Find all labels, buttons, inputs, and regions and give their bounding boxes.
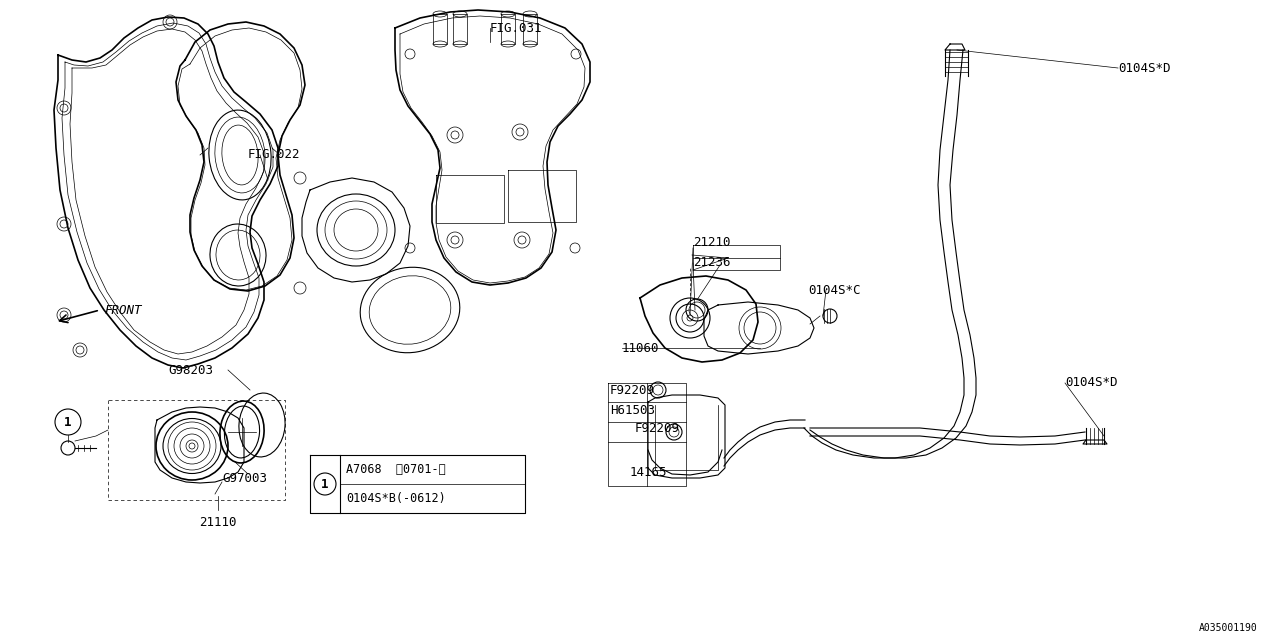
Text: 0104S*B(-0612): 0104S*B(-0612) [346, 492, 445, 505]
Text: 11060: 11060 [622, 342, 659, 355]
Text: 14165: 14165 [630, 465, 667, 479]
Text: FIG.031: FIG.031 [490, 22, 543, 35]
Text: 0104S*D: 0104S*D [1117, 61, 1170, 74]
Text: FRONT: FRONT [104, 303, 142, 317]
Text: 1: 1 [321, 477, 329, 490]
Text: F92209: F92209 [635, 422, 680, 435]
Text: 21110: 21110 [200, 515, 237, 529]
Text: 21210: 21210 [692, 236, 731, 248]
Text: FIG.022: FIG.022 [248, 148, 301, 161]
Text: G98203: G98203 [168, 364, 212, 376]
Text: 0104S*C: 0104S*C [808, 284, 860, 296]
Text: A035001190: A035001190 [1199, 623, 1258, 633]
Text: 0104S*D: 0104S*D [1065, 376, 1117, 390]
Text: 21236: 21236 [692, 255, 731, 269]
Text: 1: 1 [64, 415, 72, 429]
Text: H61503: H61503 [611, 403, 655, 417]
Text: A7068  ゐ0701-ゑ: A7068 ゐ0701-ゑ [346, 463, 445, 476]
Text: G97003: G97003 [221, 472, 268, 484]
Text: F92209: F92209 [611, 383, 655, 397]
